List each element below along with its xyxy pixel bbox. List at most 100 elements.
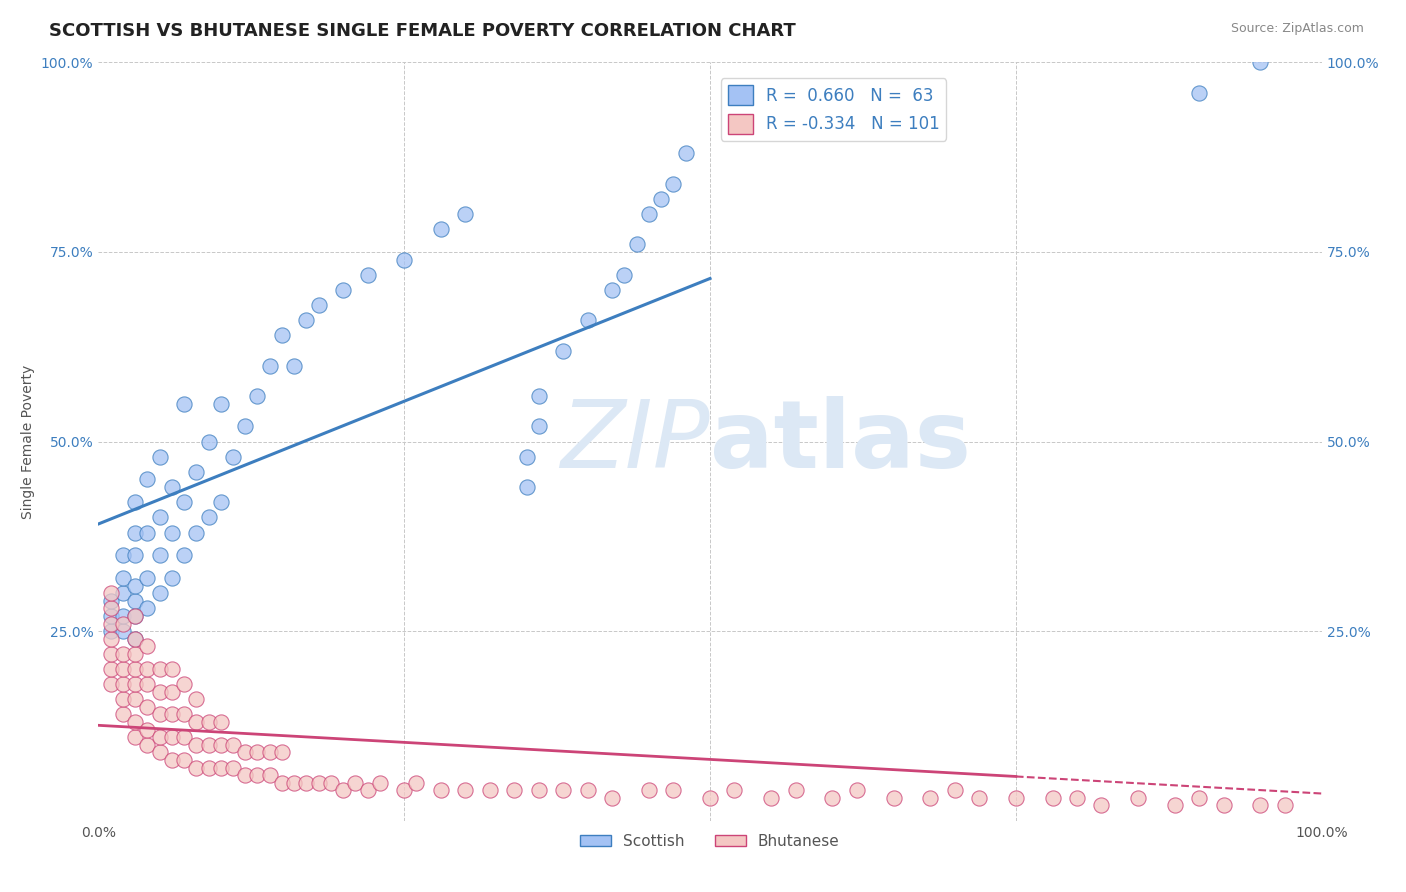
Point [637,207,661,221]
Point [111,677,134,691]
Point [209,715,232,730]
Point [173,707,195,722]
Point [356,783,378,797]
Point [662,783,685,797]
Point [124,632,146,646]
Y-axis label: Single Female Poverty: Single Female Poverty [21,365,35,518]
Point [209,760,232,774]
Point [124,594,146,608]
Point [233,768,256,782]
Point [111,616,134,631]
Point [1164,798,1187,813]
Point [478,783,501,797]
Point [160,525,183,540]
Point [454,207,477,221]
Point [197,434,219,449]
Text: Source: ZipAtlas.com: Source: ZipAtlas.com [1230,22,1364,36]
Point [246,746,269,760]
Point [1249,55,1271,70]
Point [233,419,256,434]
Point [100,662,122,676]
Point [124,548,146,563]
Point [136,677,159,691]
Point [197,715,219,730]
Point [613,268,636,282]
Point [308,776,330,790]
Point [149,586,172,600]
Point [1249,798,1271,813]
Point [160,571,183,585]
Point [662,177,685,191]
Point [600,791,623,805]
Point [136,571,159,585]
Text: SCOTTISH VS BHUTANESE SINGLE FEMALE POVERTY CORRELATION CHART: SCOTTISH VS BHUTANESE SINGLE FEMALE POVE… [49,22,796,40]
Point [160,685,183,699]
Point [308,298,330,312]
Point [515,450,537,464]
Point [136,473,159,487]
Point [100,677,122,691]
Point [259,359,281,373]
Point [111,647,134,661]
Point [111,548,134,563]
Point [527,419,550,434]
Point [1212,798,1234,813]
Point [430,222,453,236]
Point [100,647,122,661]
Point [149,707,172,722]
Point [136,723,159,737]
Point [821,791,844,805]
Point [626,237,648,252]
Point [149,450,172,464]
Point [197,738,219,752]
Point [124,579,146,593]
Point [1090,798,1112,813]
Point [699,791,721,805]
Point [405,776,427,790]
Point [209,495,232,509]
Point [845,783,868,797]
Point [100,594,122,608]
Point [527,783,550,797]
Point [259,746,281,760]
Point [600,283,623,297]
Point [1188,791,1211,805]
Point [124,525,146,540]
Point [136,639,159,653]
Point [222,738,245,752]
Point [160,662,183,676]
Point [209,396,232,410]
Point [967,791,990,805]
Point [149,685,172,699]
Point [136,525,159,540]
Point [1066,791,1088,805]
Point [100,608,122,623]
Point [527,389,550,403]
Point [124,730,146,744]
Point [785,783,807,797]
Point [270,746,294,760]
Point [124,632,146,646]
Point [100,586,122,600]
Point [186,525,208,540]
Text: ZIP: ZIP [561,396,710,487]
Point [576,313,599,327]
Point [124,715,146,730]
Point [186,715,208,730]
Point [295,313,318,327]
Point [124,692,146,706]
Point [173,548,195,563]
Point [723,783,745,797]
Point [761,791,783,805]
Point [392,783,416,797]
Point [246,389,269,403]
Point [136,699,159,714]
Point [392,252,416,267]
Point [246,768,269,782]
Point [111,624,134,639]
Point [675,146,697,161]
Point [259,768,281,782]
Point [197,510,219,524]
Point [149,662,172,676]
Point [173,495,195,509]
